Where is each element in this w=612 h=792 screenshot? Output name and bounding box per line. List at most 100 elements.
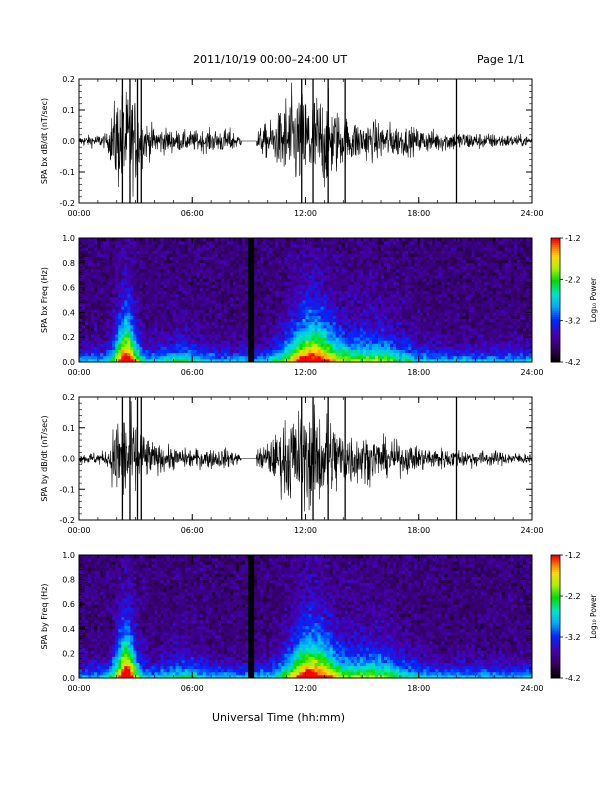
panel-2-cell <box>266 278 270 282</box>
panel-2-cell <box>233 349 237 354</box>
panel-2-cell <box>420 247 424 251</box>
panel-2-cell <box>411 349 415 354</box>
panel-2-cell <box>236 281 240 285</box>
panel-2-cell <box>142 312 146 316</box>
panel-2-cell <box>127 343 131 347</box>
panel-2-cell <box>94 315 98 319</box>
panel-2-cell <box>387 312 391 316</box>
panel-2-cell <box>293 343 297 347</box>
panel-2-cell <box>127 290 131 295</box>
panel-2-cell <box>441 318 445 323</box>
panel-2-cell <box>426 358 430 363</box>
panel-2-cell <box>124 349 128 354</box>
panel-2-cell <box>374 327 379 332</box>
panel-2-cell <box>85 287 89 292</box>
panel-2-cell <box>208 262 213 267</box>
panel-2-cell <box>272 352 276 357</box>
panel-2-cell <box>414 352 418 357</box>
panel-2-cell <box>133 250 137 254</box>
panel-2-cell <box>356 284 361 288</box>
panel-2-cell <box>151 337 155 341</box>
panel-2-cell <box>85 331 89 335</box>
panel-2-cell <box>305 358 309 363</box>
panel-2-cell <box>178 256 183 261</box>
panel-2-cell <box>396 334 400 338</box>
panel-2-cell <box>163 296 167 301</box>
panel-2-cell <box>384 309 388 313</box>
panel-2-cell <box>130 290 134 295</box>
panel-2-cell <box>145 287 149 292</box>
panel-2-cell <box>184 241 189 245</box>
panel-2-cell <box>214 340 219 344</box>
panel-2-cell <box>242 343 246 347</box>
panel-2-cell <box>163 324 167 329</box>
panel-2-cell <box>314 244 318 248</box>
panel-2-cell <box>374 346 379 350</box>
panel-2-cell <box>199 256 204 261</box>
panel-2-cell <box>181 281 186 285</box>
panel-2-cell <box>109 346 113 350</box>
panel-2-cell <box>314 337 318 341</box>
panel-2-cell <box>199 278 204 282</box>
panel-2-cell <box>91 296 95 301</box>
panel-2-cell <box>151 290 155 295</box>
panel-2-cell <box>196 265 201 270</box>
panel-2-cell <box>387 256 391 261</box>
panel-2-cell <box>157 352 161 357</box>
panel-2-cell <box>314 265 318 270</box>
panel-2-cell <box>332 346 337 350</box>
panel-2-cell <box>371 334 376 338</box>
panel-2-cell <box>133 303 137 307</box>
panel-2-cell <box>332 293 337 298</box>
panel-2-cell <box>91 259 95 264</box>
panel-2-cell <box>420 321 424 326</box>
panel-2-cell <box>338 281 343 285</box>
panel-2-cell <box>353 244 358 248</box>
panel-2-cell <box>426 346 430 350</box>
panel-2-cell <box>142 284 146 288</box>
panel-2-cell <box>332 241 337 245</box>
panel-2-cell <box>118 265 122 270</box>
panel-2-cell <box>341 262 346 267</box>
panel-2-cell <box>362 238 367 242</box>
panel-2-cell <box>208 244 213 248</box>
panel-2-cell <box>154 293 158 298</box>
panel-2-cell <box>85 324 89 329</box>
panel-2-cell <box>142 259 146 264</box>
panel-2-cell <box>157 256 161 261</box>
panel-2-cell <box>329 247 334 251</box>
panel-2-cell <box>381 324 385 329</box>
panel-2-cell <box>214 256 219 261</box>
panel-2-cell <box>223 281 228 285</box>
panel-2-cell <box>281 259 285 264</box>
panel-2-cell <box>130 265 134 270</box>
panel-2-cell <box>251 340 255 344</box>
panel-2-cell <box>305 272 309 276</box>
panel-2-cell <box>115 275 119 279</box>
panel-2-cell <box>323 349 328 354</box>
panel-2-cell <box>263 321 267 326</box>
panel-2-cell <box>371 269 376 273</box>
panel-2-cell <box>263 337 267 341</box>
panel-2-cell <box>91 306 95 310</box>
panel-2-cell <box>320 337 325 341</box>
panel-2-cell <box>278 324 282 329</box>
panel-2-cell <box>426 241 430 245</box>
panel-2-cell <box>290 303 294 307</box>
panel-2-cell <box>109 269 113 273</box>
panel-1-y-label: SPA bx dB/dt (nT/sec) <box>40 98 49 184</box>
panel-2-cell <box>85 300 89 304</box>
panel-2-cell <box>374 343 379 347</box>
panel-2-cell <box>109 352 113 357</box>
panel-2-cell <box>384 284 388 288</box>
panel-2-cell <box>103 312 107 316</box>
panel-2-cell <box>432 334 436 338</box>
panel-2-cell <box>350 337 355 341</box>
panel-2-cell <box>163 265 167 270</box>
panel-2-cell <box>109 334 113 338</box>
panel-2-cell <box>245 315 249 319</box>
panel-2-cell <box>426 343 430 347</box>
panel-2-cell <box>181 331 186 335</box>
panel-2-cell <box>353 256 358 261</box>
panel-2-cell <box>109 331 113 335</box>
